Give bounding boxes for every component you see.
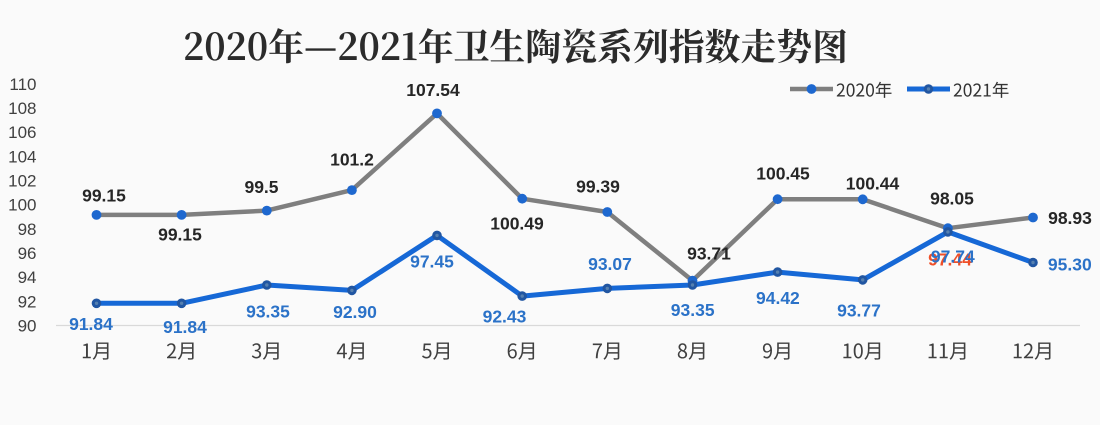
svg-text:93.77: 93.77 xyxy=(837,301,881,321)
svg-text:93.07: 93.07 xyxy=(588,254,632,274)
svg-text:90: 90 xyxy=(18,317,37,336)
svg-text:100.44: 100.44 xyxy=(846,173,900,193)
svg-text:98.05: 98.05 xyxy=(930,188,974,208)
svg-text:100.49: 100.49 xyxy=(490,213,544,233)
svg-text:97.44: 97.44 xyxy=(928,249,972,269)
svg-text:92.90: 92.90 xyxy=(333,302,377,322)
svg-text:97.45: 97.45 xyxy=(410,251,454,271)
svg-text:93.71: 93.71 xyxy=(687,243,731,263)
svg-text:100: 100 xyxy=(8,196,36,215)
svg-text:99.5: 99.5 xyxy=(244,177,278,197)
svg-text:92: 92 xyxy=(18,292,37,311)
svg-text:100.45: 100.45 xyxy=(756,163,810,183)
svg-text:98: 98 xyxy=(18,220,37,239)
svg-text:95.30: 95.30 xyxy=(1048,254,1092,274)
svg-text:99.15: 99.15 xyxy=(158,224,202,244)
svg-text:101.2: 101.2 xyxy=(330,149,374,169)
svg-text:108: 108 xyxy=(8,99,36,118)
svg-text:98.93: 98.93 xyxy=(1048,208,1092,228)
svg-text:106: 106 xyxy=(8,123,36,142)
svg-text:102: 102 xyxy=(8,172,36,191)
svg-text:99.39: 99.39 xyxy=(576,176,620,196)
svg-text:91.84: 91.84 xyxy=(69,314,113,334)
svg-text:94.42: 94.42 xyxy=(756,288,800,308)
svg-text:91.84: 91.84 xyxy=(163,317,207,337)
svg-text:92.43: 92.43 xyxy=(483,306,527,326)
svg-text:99.15: 99.15 xyxy=(82,185,126,205)
svg-text:93.35: 93.35 xyxy=(246,301,290,321)
svg-text:97.74: 97.74 xyxy=(931,247,975,267)
svg-text:107.54: 107.54 xyxy=(406,80,460,100)
svg-text:93.35: 93.35 xyxy=(671,300,715,320)
svg-text:110: 110 xyxy=(9,75,36,94)
svg-text:104: 104 xyxy=(8,147,36,166)
svg-text:96: 96 xyxy=(18,244,37,263)
svg-text:94: 94 xyxy=(18,268,37,287)
